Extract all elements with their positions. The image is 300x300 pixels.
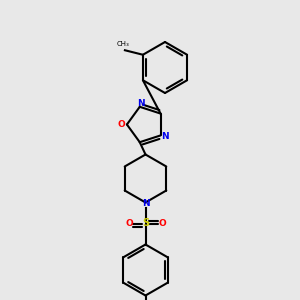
Text: O: O (158, 219, 166, 228)
Text: N: N (142, 199, 150, 208)
Text: O: O (125, 219, 133, 228)
Text: N: N (161, 132, 169, 141)
Text: N: N (137, 99, 145, 108)
Text: S: S (142, 218, 149, 229)
Text: O: O (118, 120, 125, 129)
Text: CH₃: CH₃ (117, 41, 130, 47)
